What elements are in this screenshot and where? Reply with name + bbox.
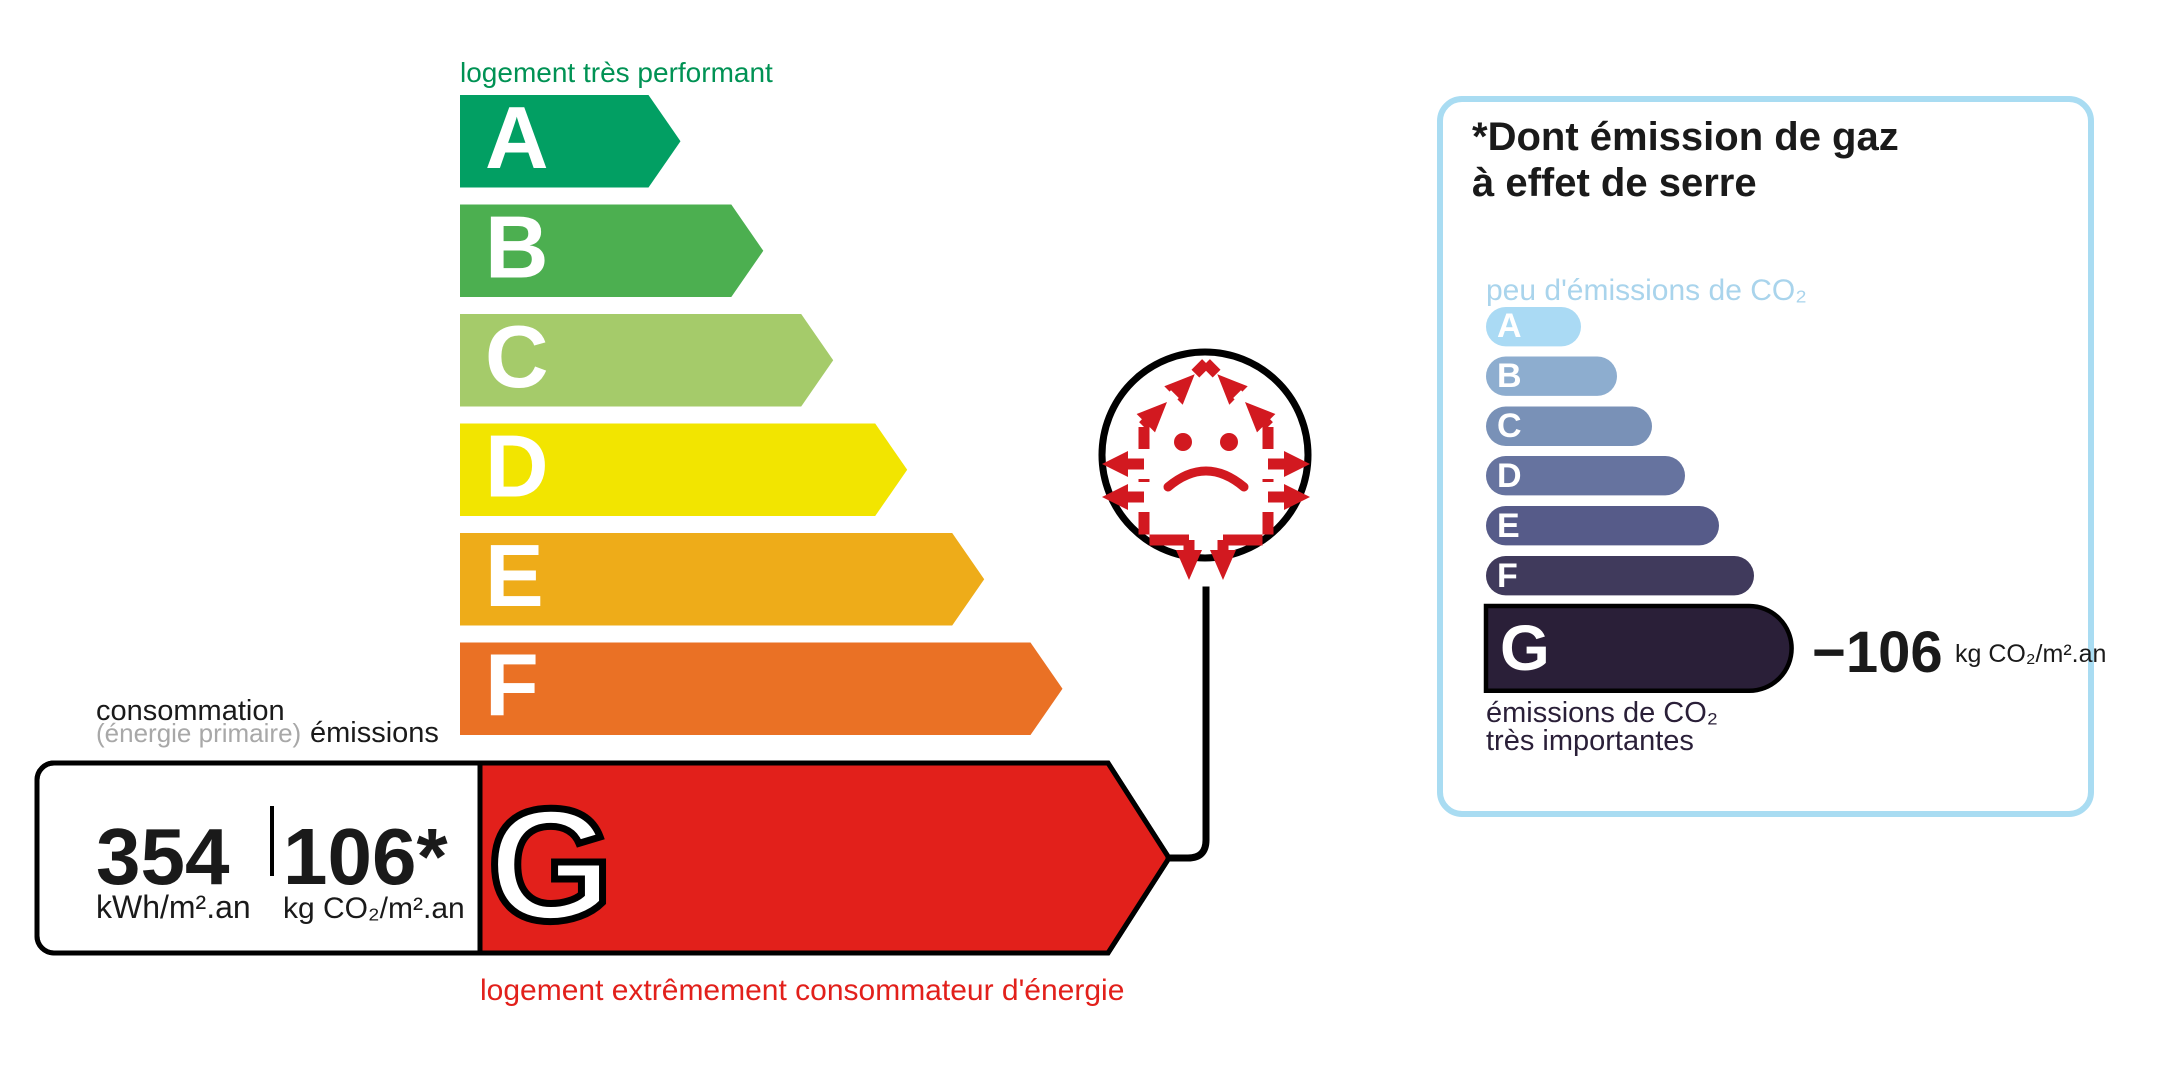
svg-text:à effet de serre: à effet de serre: [1472, 161, 1757, 205]
svg-text:B: B: [485, 198, 549, 297]
svg-text:kWh/m².an: kWh/m².an: [96, 889, 251, 925]
svg-text:D: D: [485, 417, 549, 516]
svg-text:354: 354: [96, 812, 230, 901]
svg-text:106*: 106*: [283, 812, 448, 901]
svg-text:kg CO₂/m².an: kg CO₂/m².an: [1955, 640, 2106, 668]
svg-text:émissions: émissions: [310, 717, 439, 749]
svg-text:G: G: [1500, 612, 1550, 684]
svg-text:G: G: [488, 775, 612, 954]
svg-text:B: B: [1497, 357, 1522, 395]
svg-text:logement très performant: logement très performant: [460, 57, 773, 88]
svg-text:C: C: [1497, 407, 1522, 445]
svg-text:(énergie primaire): (énergie primaire): [96, 718, 301, 748]
svg-text:C: C: [485, 307, 549, 406]
svg-text:−106: −106: [1812, 620, 1943, 685]
svg-text:E: E: [485, 526, 544, 625]
svg-text:F: F: [1497, 557, 1518, 595]
svg-text:*Dont émission de gaz: *Dont émission de gaz: [1472, 115, 1899, 159]
svg-text:logement extrêmement consommat: logement extrêmement consommateur d'éner…: [480, 974, 1124, 1007]
svg-text:A: A: [1497, 307, 1522, 345]
svg-text:très importantes: très importantes: [1486, 725, 1694, 757]
svg-text:E: E: [1497, 507, 1520, 545]
svg-text:F: F: [485, 636, 539, 735]
svg-text:A: A: [485, 88, 549, 187]
svg-text:D: D: [1497, 457, 1522, 495]
svg-text:peu d'émissions de CO₂: peu d'émissions de CO₂: [1486, 274, 1807, 307]
svg-text:kg CO₂/m².an: kg CO₂/m².an: [283, 892, 465, 925]
